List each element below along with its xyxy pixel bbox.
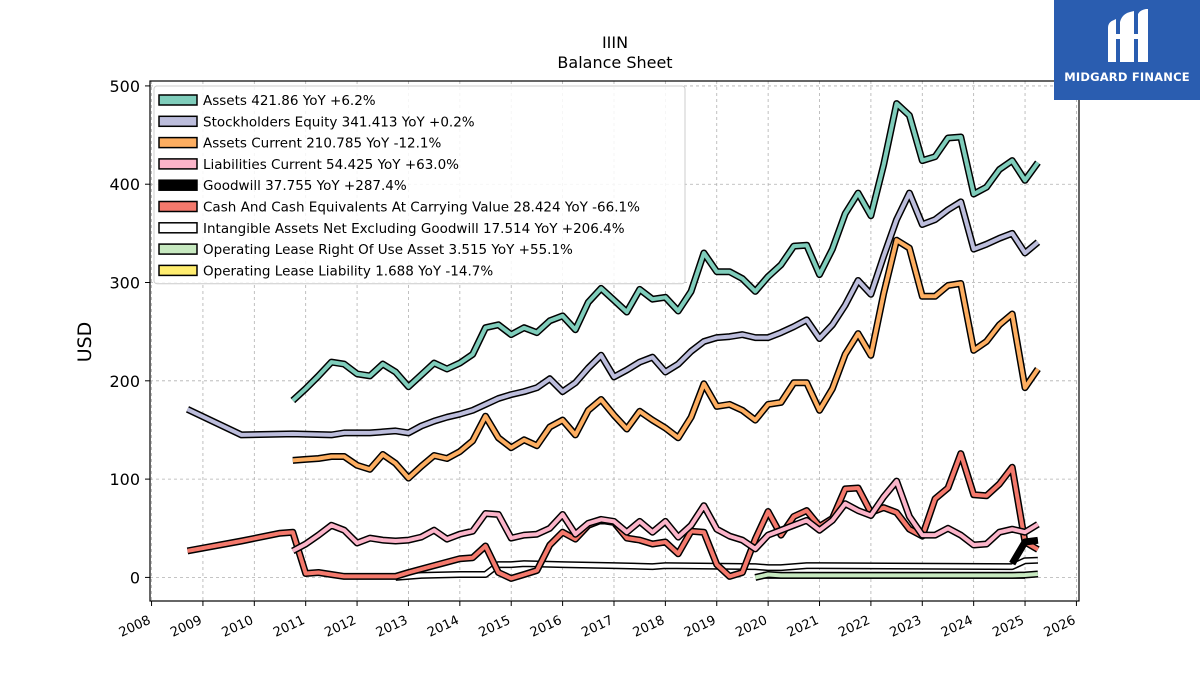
x-tick-label-2020: 2020 xyxy=(733,613,769,641)
series-intangible-assets-net-excluding-goodwill xyxy=(395,556,1039,581)
x-tick-label-2025: 2025 xyxy=(990,613,1026,641)
x-tick-label-2008: 2008 xyxy=(117,613,153,641)
series-stockholders-equity xyxy=(186,189,1041,439)
brand-name: MIDGARD FINANCE xyxy=(1064,70,1190,84)
legend-swatch-liabilities-current xyxy=(158,158,198,170)
x-tick-label-2024: 2024 xyxy=(939,613,975,641)
legend-label-intangible-assets-net-excluding-goodwill: Intangible Assets Net Excluding Goodwill… xyxy=(203,221,625,237)
legend-swatch-cash-and-cash-equivalents-at-carrying-value xyxy=(158,200,198,213)
series-operating-lease-right-of-use-asset xyxy=(754,570,1039,581)
legend-swatch-intangible-assets-net-excluding-goodwill xyxy=(158,222,198,234)
legend-swatch-operating-lease-right-of-use-asset xyxy=(158,243,198,255)
legend-box xyxy=(153,85,686,285)
series-cash-and-cash-equivalents-at-carrying-value xyxy=(186,450,1040,582)
legend-label-operating-lease-liability: Operating Lease Liability 1.688 YoY -14.… xyxy=(203,263,493,279)
x-tick-label-2013: 2013 xyxy=(374,613,410,641)
series-assets xyxy=(290,100,1041,404)
y-axis-ticks: 0 100 200 300 400 500 xyxy=(109,77,150,587)
y-tick-label-100: 100 xyxy=(109,470,140,489)
legend-swatch-stockholders-equity xyxy=(158,115,198,128)
legend-label-goodwill: Goodwill 37.755 YoY +287.4% xyxy=(203,178,407,194)
x-tick-label-2022: 2022 xyxy=(836,613,872,641)
x-tick-label-2019: 2019 xyxy=(682,613,718,641)
series-layer xyxy=(186,100,1041,582)
legend: Assets 421.86 YoY +6.2% Stockholders Equi… xyxy=(153,85,686,285)
series-goodwill xyxy=(1009,536,1039,566)
series-line-cash-and-cash-equivalents-at-carrying-value xyxy=(187,451,1039,581)
series-line-assets-current xyxy=(292,238,1040,481)
legend-label-liabilities-current: Liabilities Current 54.425 YoY +63.0% xyxy=(203,157,459,173)
x-tick-label-2011: 2011 xyxy=(271,613,307,641)
legend-label-assets: Assets 421.86 YoY +6.2% xyxy=(203,93,376,109)
series-line-operating-lease-right-of-use-asset xyxy=(754,572,1039,580)
chart-title: IIIN xyxy=(602,33,628,52)
brand-logo: MIDGARD FINANCE xyxy=(1054,0,1200,100)
x-axis-ticks: 2008 2009 2010 2011 2012 2013 2014 2015 2016 2017… xyxy=(117,601,1078,641)
y-tick-label-300: 300 xyxy=(109,274,140,293)
y-tick-label-500: 500 xyxy=(109,77,140,96)
series-assets-current xyxy=(292,236,1041,482)
x-tick-label-2015: 2015 xyxy=(477,613,513,641)
legend-label-operating-lease-right-of-use-asset: Operating Lease Right Of Use Asset 3.515… xyxy=(203,242,573,258)
legend-label-cash-and-cash-equivalents-at-carrying-value: Cash And Cash Equivalents At Carrying Va… xyxy=(203,200,640,216)
series-line-assets xyxy=(291,101,1040,402)
x-tick-label-2016: 2016 xyxy=(528,613,564,641)
legend-swatch-assets xyxy=(158,94,198,106)
y-tick-label-0: 0 xyxy=(130,568,140,587)
series-liabilities-current xyxy=(291,477,1040,554)
legend-swatch-assets-current xyxy=(158,136,198,149)
legend-swatch-goodwill xyxy=(158,179,198,191)
x-tick-label-2012: 2012 xyxy=(322,613,358,641)
legend-swatch-operating-lease-liability xyxy=(158,264,198,277)
series-line-stockholders-equity xyxy=(186,191,1040,437)
x-tick-label-2023: 2023 xyxy=(888,613,924,641)
series-line-liabilities-current xyxy=(291,479,1039,553)
x-tick-label-2017: 2017 xyxy=(579,613,615,641)
chart-subtitle: Balance Sheet xyxy=(557,53,672,72)
legend-label-stockholders-equity: Stockholders Equity 341.413 YoY +0.2% xyxy=(203,114,475,130)
x-tick-label-2018: 2018 xyxy=(631,613,667,641)
plot-frame xyxy=(149,80,1080,602)
series-line-goodwill xyxy=(1010,538,1039,565)
brand-mark-icon xyxy=(1108,9,1148,62)
x-tick-label-2010: 2010 xyxy=(220,613,256,641)
y-tick-label-200: 200 xyxy=(109,372,140,391)
legend-label-assets-current: Assets Current 210.785 YoY -12.1% xyxy=(203,136,442,152)
series-line-intangible-assets-net-excluding-goodwill xyxy=(395,558,1038,580)
y-tick-label-400: 400 xyxy=(109,175,140,194)
x-tick-label-2021: 2021 xyxy=(785,613,821,641)
x-tick-label-2026: 2026 xyxy=(1042,613,1078,641)
x-tick-label-2014: 2014 xyxy=(425,613,461,641)
x-tick-label-2009: 2009 xyxy=(168,613,204,641)
y-axis-label: USD xyxy=(74,322,96,363)
